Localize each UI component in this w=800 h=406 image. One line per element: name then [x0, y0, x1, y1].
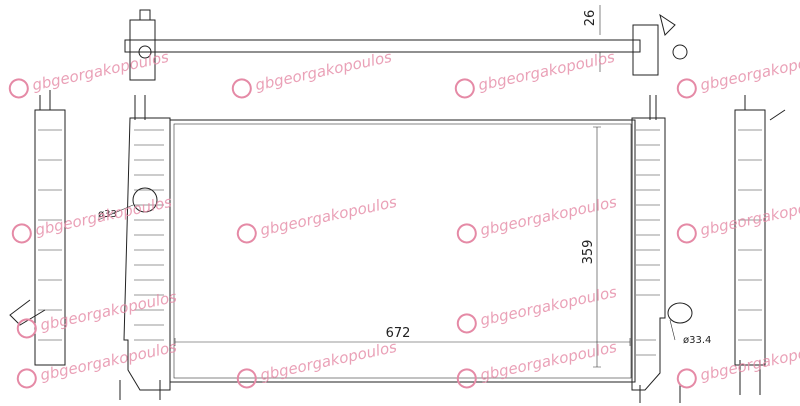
top-bar-label: 26 [583, 10, 598, 27]
watermark-logo [676, 223, 697, 244]
watermark-logo [236, 223, 257, 244]
side-ribs [738, 129, 762, 341]
watermark-logo [456, 223, 477, 244]
drawing: 672 359 26 ø33 ø33.4 [9, 5, 786, 403]
watermark: gbgeorgakopoulos [16, 338, 179, 389]
watermark-text: gbgeorgakopoulos [259, 338, 399, 385]
right-side-view [734, 95, 786, 395]
top-bar-brackets [129, 9, 676, 81]
watermark-text: gbgeorgakopoulos [39, 288, 179, 335]
leader-lines [97, 204, 676, 341]
watermark: gbgeorgakopoulos [16, 288, 179, 339]
outlet-label: ø33.4 [683, 335, 711, 346]
left-side-view [9, 90, 66, 366]
watermark-logo [16, 318, 37, 339]
watermark: gbgeorgakopoulos [456, 283, 619, 334]
left-tank [123, 117, 171, 391]
watermark-text: gbgeorgakopoulos [34, 193, 174, 240]
watermark-text: gbgeorgakopoulos [39, 338, 179, 385]
watermark-logo [456, 313, 477, 334]
hole [672, 44, 688, 60]
watermark-text: gbgeorgakopoulos [699, 338, 800, 385]
height-dimension-line [593, 126, 601, 368]
watermark-text: gbgeorgakopoulos [477, 48, 617, 95]
height-label: 359 [581, 240, 596, 265]
watermark-logo [231, 78, 252, 99]
watermark-logo [454, 78, 475, 99]
watermark: gbgeorgakopoulos [231, 48, 394, 99]
core [169, 119, 636, 383]
watermark-text: gbgeorgakopoulos [254, 48, 394, 95]
width-dimension-line [174, 338, 631, 346]
watermark-logo [676, 78, 697, 99]
watermark-logo [236, 368, 257, 389]
watermark-text: gbgeorgakopoulos [31, 48, 171, 95]
watermark-text: gbgeorgakopoulos [479, 338, 619, 385]
watermark: gbgeorgakopoulos [456, 193, 619, 244]
right-pins [639, 95, 681, 403]
watermark-text: gbgeorgakopoulos [479, 193, 619, 240]
inlet-label: ø33 [98, 209, 117, 220]
watermark-logo [11, 223, 32, 244]
left-pins [119, 95, 161, 400]
watermark-logo [8, 78, 29, 99]
core-inner [173, 123, 632, 379]
watermark-text: gbgeorgakopoulos [699, 193, 800, 240]
watermark-logo [16, 368, 37, 389]
tank-ribs [636, 129, 660, 356]
watermark: gbgeorgakopoulos [456, 338, 619, 389]
watermark: gbgeorgakopoulos [676, 48, 800, 99]
watermark-text: gbgeorgakopoulos [259, 193, 399, 240]
watermark: gbgeorgakopoulos [236, 193, 399, 244]
outlet [667, 302, 693, 324]
watermark-text: gbgeorgakopoulos [479, 283, 619, 330]
tank-ribs [134, 129, 164, 341]
top-bar [124, 39, 641, 53]
watermark: gbgeorgakopoulos [454, 48, 617, 99]
hole [138, 45, 152, 59]
watermark: gbgeorgakopoulos [676, 193, 800, 244]
watermark-text: gbgeorgakopoulos [699, 48, 800, 95]
watermark-logo [676, 368, 697, 389]
watermark-logo [456, 368, 477, 389]
side-ribs [38, 129, 62, 341]
right-tank [631, 117, 666, 391]
watermark: gbgeorgakopoulos [8, 48, 171, 99]
inlet [132, 187, 158, 213]
width-label: 672 [386, 326, 411, 341]
watermark: gbgeorgakopoulos [236, 338, 399, 389]
